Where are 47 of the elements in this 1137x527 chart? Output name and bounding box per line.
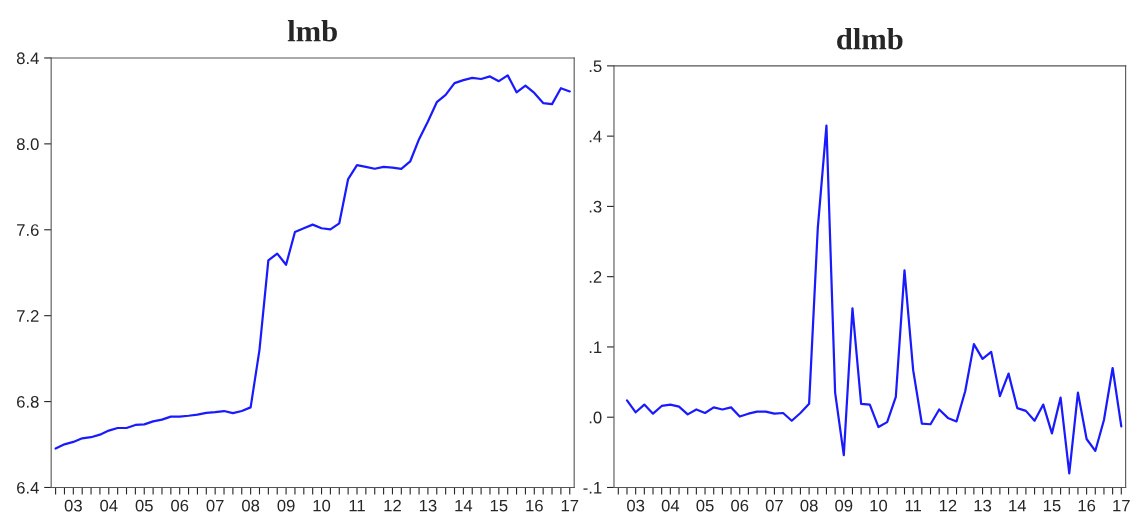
line-series: [54, 74, 571, 450]
x-tick-label: 04: [661, 499, 680, 512]
y-tick-label: 6.4: [17, 481, 39, 494]
x-tick-label: 09: [277, 499, 295, 512]
x-tick-label: 15: [490, 499, 508, 512]
x-tick-label: 07: [765, 499, 783, 512]
x-tick-label: 07: [206, 499, 224, 512]
x-tick-label: 17: [1113, 499, 1130, 512]
x-tick-label: 09: [835, 499, 853, 512]
x-tick-label: 15: [1043, 499, 1061, 512]
x-tick-label: 13: [974, 499, 992, 512]
y-tick-label: .3: [589, 200, 602, 213]
chart-title: dlmb: [837, 28, 903, 50]
x-tick-label: 08: [242, 499, 260, 512]
x-tick-label: 13: [419, 499, 437, 512]
line-series: [625, 124, 1123, 475]
x-tick-label: 03: [64, 499, 82, 512]
y-tick-label: 7.6: [17, 224, 39, 236]
x-tick-label: 08: [800, 499, 818, 512]
x-tick-label: 16: [526, 499, 543, 512]
x-tick-label: 04: [100, 499, 118, 512]
x-tick-label: 14: [1009, 499, 1027, 512]
x-tick-label: 17: [561, 499, 579, 512]
x-tick-label: 11: [905, 499, 922, 512]
y-tick-label: .1: [589, 341, 602, 353]
y-tick-label: .5: [589, 60, 602, 73]
x-tick-label: 10: [870, 499, 888, 512]
x-tick-label: 05: [135, 499, 153, 512]
y-tick-label: .2: [589, 271, 602, 283]
y-tick-label: .0: [589, 411, 602, 424]
y-tick-label: .4: [589, 130, 602, 143]
x-tick-label: 10: [313, 499, 331, 512]
y-tick-label: 8.0: [16, 138, 39, 151]
y-tick-label: 6.8: [17, 395, 39, 408]
chart-title: lmb: [287, 20, 337, 42]
x-tick-label: 11: [349, 499, 365, 512]
x-tick-label: 05: [696, 499, 714, 512]
x-tick-label: 14: [455, 499, 473, 512]
y-tick-label: 8.4: [16, 52, 39, 65]
x-tick-label: 12: [384, 499, 401, 512]
x-tick-label: 03: [627, 499, 645, 512]
x-tick-label: 12: [939, 499, 957, 512]
x-tick-label: 16: [1078, 499, 1096, 512]
y-tick-label: -.1: [583, 482, 602, 494]
x-tick-label: 06: [171, 499, 189, 512]
y-tick-label: 7.2: [17, 310, 39, 322]
x-tick-label: 06: [731, 499, 749, 512]
